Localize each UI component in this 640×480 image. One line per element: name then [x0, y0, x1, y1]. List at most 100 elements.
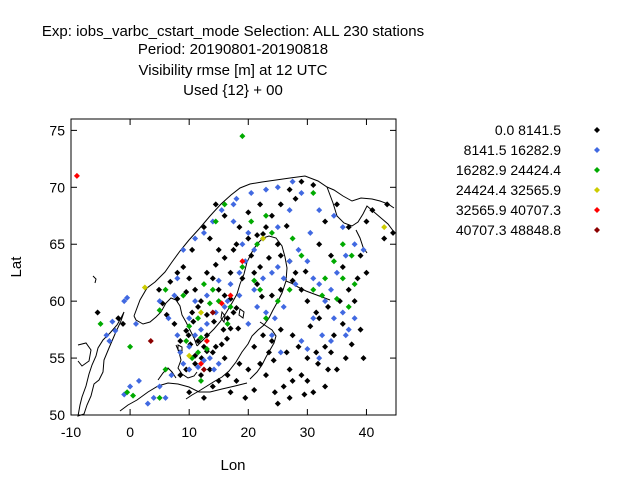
y-tick-label: 60	[49, 293, 65, 309]
data-point-series-5	[147, 338, 154, 344]
data-point-series-0	[203, 269, 210, 276]
data-point-series-2	[339, 275, 346, 282]
data-point-series-0	[180, 264, 187, 270]
legend-marker	[594, 187, 600, 193]
data-point-series-0	[268, 338, 275, 344]
data-point-series-0	[289, 332, 296, 339]
data-point-series-3	[381, 224, 388, 231]
data-point-series-1	[106, 338, 113, 344]
data-point-series-0	[313, 349, 320, 356]
data-point-series-2	[286, 286, 293, 293]
data-point-series-5	[200, 366, 207, 373]
data-point-series-0	[274, 400, 281, 407]
data-point-series-3	[198, 309, 204, 316]
x-axis: -10 0 10 20 30 40	[61, 119, 374, 440]
data-point-series-1	[206, 355, 213, 362]
data-point-series-1	[200, 229, 207, 236]
data-point-series-0	[212, 261, 219, 268]
data-point-series-2	[130, 392, 137, 399]
legend-marker	[594, 227, 600, 233]
data-point-series-0	[268, 212, 275, 219]
data-point-series-1	[135, 377, 142, 384]
data-point-series-2	[124, 389, 131, 396]
data-point-series-0	[167, 278, 174, 285]
data-point-series-0	[221, 254, 228, 261]
data-point-series-0	[177, 338, 184, 344]
data-point-series-2	[254, 241, 261, 248]
data-point-series-0	[270, 357, 277, 364]
data-point-series-2	[183, 338, 190, 344]
data-point-series-1	[200, 357, 207, 364]
x-tick-label: 10	[181, 424, 197, 440]
data-point-series-0	[384, 201, 391, 208]
data-point-series-0	[298, 286, 305, 293]
data-point-series-0	[298, 372, 305, 379]
data-point-series-1	[192, 235, 199, 242]
data-point-series-0	[224, 315, 231, 322]
data-point-series-0	[195, 338, 202, 344]
data-point-series-0	[330, 332, 337, 339]
data-point-series-0	[192, 360, 199, 367]
data-point-series-1	[342, 252, 349, 259]
title-line-3: Visibility rmse [m] at 12 UTC	[139, 62, 328, 79]
data-point-series-2	[200, 281, 207, 288]
data-point-series-0	[328, 349, 334, 356]
data-point-series-2	[298, 252, 305, 259]
data-point-series-0	[257, 201, 264, 208]
data-point-series-1	[295, 246, 302, 253]
data-point-series-0	[354, 275, 361, 282]
title-line-1: Exp: iobs_varbc_cstart_mode Selection: A…	[42, 23, 424, 40]
data-point-series-2	[212, 218, 219, 225]
data-point-series-0	[227, 325, 234, 332]
data-point-series-1	[248, 190, 255, 196]
data-point-series-0	[186, 389, 193, 396]
data-point-series-2	[206, 300, 213, 307]
data-point-series-0	[183, 327, 190, 334]
data-point-series-0	[251, 269, 258, 276]
data-point-series-0	[316, 315, 323, 322]
data-point-series-0	[271, 389, 278, 396]
data-point-series-0	[189, 309, 196, 316]
data-point-series-4	[203, 338, 210, 344]
data-point-series-2	[195, 315, 202, 322]
data-point-series-1	[103, 332, 110, 339]
data-point-series-0	[248, 252, 255, 259]
legend: 0.0 8141.5 8141.5 16282.9 16282.9 24424.4 2…	[456, 122, 600, 238]
data-point-series-4	[239, 258, 246, 265]
data-point-series-2	[268, 229, 275, 236]
data-point-series-4	[198, 360, 204, 367]
data-point-series-1	[345, 326, 352, 333]
data-point-series-0	[363, 269, 370, 276]
data-point-series-0	[254, 232, 261, 239]
data-point-series-2	[263, 315, 269, 322]
data-point-series-1	[230, 201, 237, 208]
data-point-series-0	[339, 320, 346, 327]
data-point-series-0	[224, 372, 231, 379]
data-point-series-0	[198, 372, 204, 379]
data-point-series-0	[289, 277, 296, 284]
y-tick-label: 75	[49, 122, 65, 138]
data-point-series-0	[251, 343, 258, 350]
data-point-series-0	[220, 326, 227, 333]
data-point-series-1	[239, 241, 246, 248]
data-point-series-1	[236, 269, 243, 276]
data-point-series-1	[186, 315, 193, 322]
data-point-series-0	[211, 318, 217, 325]
data-point-series-1	[342, 332, 349, 339]
data-point-series-2	[239, 133, 246, 140]
data-point-series-1	[286, 207, 293, 214]
data-point-series-1	[174, 332, 181, 339]
data-point-series-1	[195, 364, 202, 371]
data-point-series-0	[221, 355, 228, 362]
data-point-series-0	[215, 246, 222, 253]
data-point-series-0	[260, 230, 267, 237]
data-point-series-0	[224, 335, 230, 342]
data-point-series-0	[183, 289, 190, 296]
data-point-series-1	[112, 327, 119, 334]
data-point-series-1	[171, 292, 178, 299]
data-point-series-2	[248, 218, 255, 225]
y-axis: 50 55 60 65 70 75	[49, 122, 396, 423]
data-point-series-1	[274, 264, 281, 270]
y-tick-label: 55	[49, 350, 65, 366]
data-point-series-3	[260, 235, 267, 242]
